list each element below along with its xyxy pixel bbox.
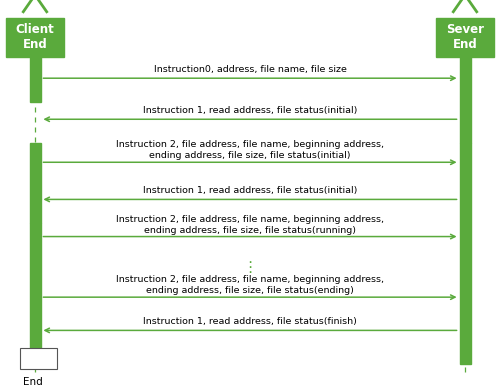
Text: Sever
End: Sever End <box>446 23 484 51</box>
Text: Instruction 2, file address, file name, beginning address,
ending address, file : Instruction 2, file address, file name, … <box>116 215 384 235</box>
Bar <box>20 348 58 369</box>
Text: Instruction 1, read address, file status(finish): Instruction 1, read address, file status… <box>143 317 357 326</box>
Text: Instruction 2, file address, file name, beginning address,
ending address, file : Instruction 2, file address, file name, … <box>116 140 384 160</box>
Text: Instruction 2, file address, file name, beginning address,
ending address, file : Instruction 2, file address, file name, … <box>116 275 384 295</box>
Text: Client
End: Client End <box>16 23 54 51</box>
Text: Instruction 1, read address, file status(initial): Instruction 1, read address, file status… <box>143 186 357 195</box>
Bar <box>6 18 64 57</box>
Bar <box>30 57 40 102</box>
Bar <box>460 143 470 364</box>
Text: Instruction 1, read address, file status(initial): Instruction 1, read address, file status… <box>143 106 357 115</box>
Text: End: End <box>22 377 42 387</box>
Bar <box>30 143 40 223</box>
Text: Instruction0, address, file name, file size: Instruction0, address, file name, file s… <box>154 65 346 74</box>
Text: ⋮: ⋮ <box>242 260 258 275</box>
Bar <box>460 57 470 143</box>
Bar <box>436 18 494 57</box>
Bar <box>30 223 40 364</box>
